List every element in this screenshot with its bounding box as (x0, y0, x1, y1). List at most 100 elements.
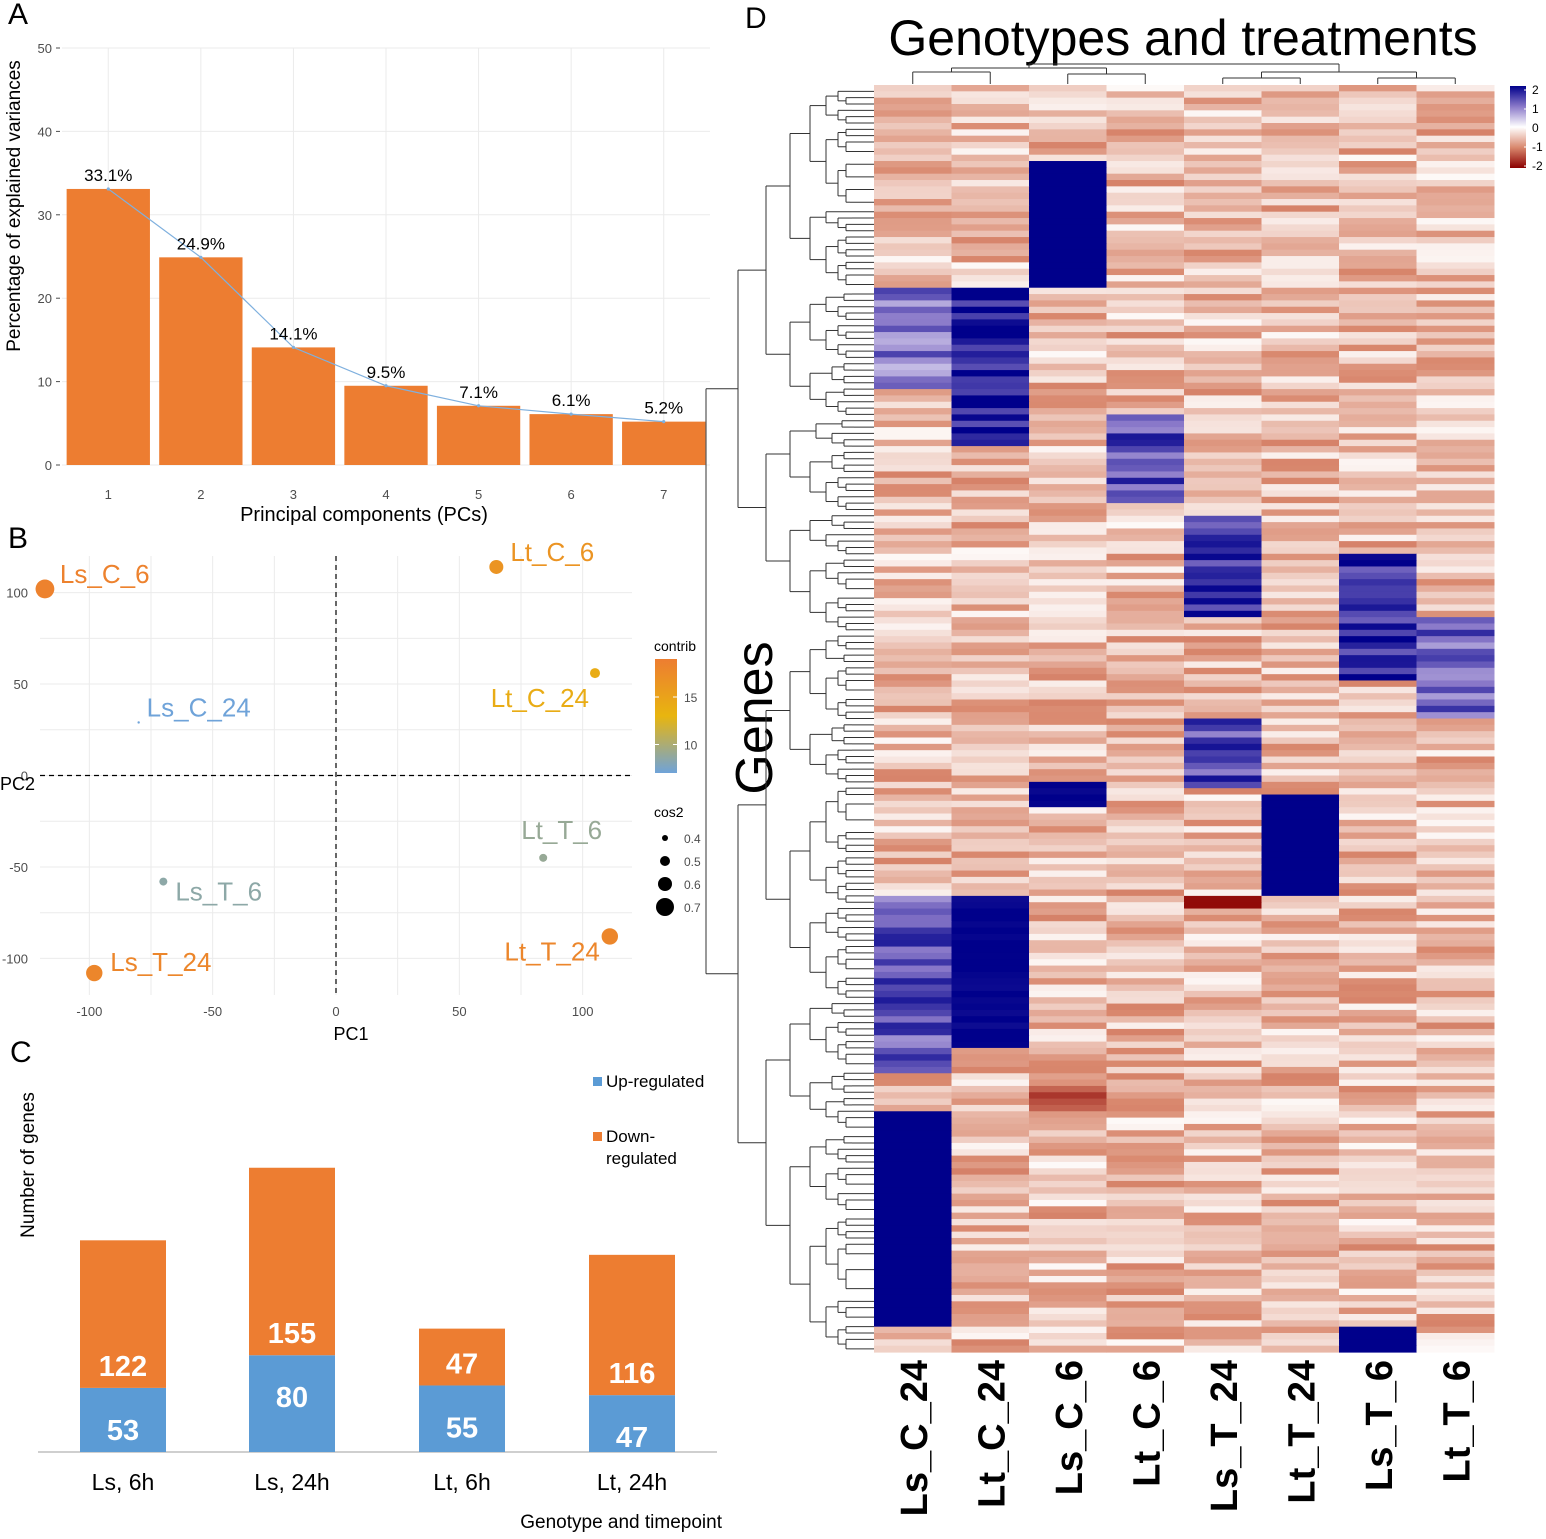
d-heatmap-cell (1106, 1206, 1185, 1214)
d-heatmap-cell (1261, 192, 1340, 200)
d-heatmap-cell (1029, 914, 1107, 922)
b-x-tick-label: 50 (452, 1004, 466, 1019)
d-heatmap-cell (951, 800, 1030, 808)
d-heatmap-cell (951, 446, 1030, 454)
d-heatmap-cell (1261, 1263, 1340, 1271)
d-heatmap-cell (1339, 1263, 1417, 1271)
d-heatmap-cell (951, 319, 1030, 327)
d-heatmap-cell (874, 85, 952, 92)
d-heatmap-cell (1416, 110, 1495, 118)
d-heatmap-cell (1261, 389, 1340, 397)
d-heatmap-cell (1106, 769, 1185, 777)
d-heatmap-cell (951, 566, 1030, 574)
d-heatmap-cell (1261, 1256, 1340, 1264)
d-heatmap-cell (1339, 547, 1417, 555)
d-heatmap-cell (874, 211, 952, 219)
d-heatmap-cell (874, 275, 952, 282)
d-heatmap-cell (874, 718, 952, 726)
d-heatmap-cell (874, 230, 952, 238)
d-heatmap-cell (1339, 528, 1417, 536)
d-heatmap-cell (951, 313, 1030, 320)
d-heatmap-cell (874, 376, 952, 384)
d-heatmap-cell (1416, 477, 1495, 485)
d-heatmap-cell (1416, 1256, 1495, 1264)
d-heatmap-cell (1106, 1225, 1185, 1233)
d-heatmap-cell (1416, 408, 1495, 416)
d-heatmap-cell (1029, 376, 1107, 384)
d-heatmap-cell (1184, 509, 1262, 517)
d-heatmap-cell (874, 712, 952, 720)
d-heatmap-cell (951, 458, 1030, 466)
d-heatmap-cell (1339, 1003, 1417, 1011)
d-heatmap-cell (1029, 610, 1107, 618)
d-heatmap-cell (1261, 439, 1340, 447)
c-legend-label-up: Up-regulated (606, 1072, 704, 1091)
d-heatmap-cell (1106, 199, 1185, 206)
c-legend-swatch-down (593, 1132, 602, 1141)
d-heatmap-cell (1416, 224, 1495, 232)
d-heatmap-cell (874, 598, 952, 606)
d-heatmap-cell (1029, 585, 1107, 593)
d-heatmap-cell (1261, 883, 1340, 891)
d-heatmap-cell (1261, 458, 1340, 466)
d-heatmap-cell (1106, 420, 1185, 428)
d-heatmap-cell (874, 148, 952, 156)
d-heatmap-cell (1184, 819, 1262, 827)
d-heatmap-cell (951, 325, 1030, 333)
d-heatmap-cell (1416, 180, 1495, 187)
b-x-tick-label: -50 (203, 1004, 222, 1019)
d-heatmap-cell (1416, 509, 1495, 517)
d-heatmap-cell (874, 686, 952, 694)
d-heatmap-cell (1339, 1104, 1417, 1112)
d-heatmap-cell (1184, 731, 1262, 739)
d-heatmap-cell (951, 376, 1030, 384)
d-heatmap-cell (1416, 338, 1495, 346)
d-heatmap-cell (1184, 674, 1262, 682)
d-heatmap-cell (1029, 1187, 1107, 1195)
d-heatmap-cell (874, 1035, 952, 1043)
d-heatmap-cell (1339, 940, 1417, 948)
d-heatmap-cell (1339, 338, 1417, 346)
d-heatmap-cell (1416, 1155, 1495, 1163)
d-heatmap-cell (951, 971, 1030, 979)
d-heatmap-cell (1339, 173, 1417, 181)
d-heatmap-cell (1261, 895, 1340, 903)
d-heatmap-cell (1184, 743, 1262, 751)
d-heatmap-cell (874, 788, 952, 796)
d-heatmap-cell (951, 1307, 1030, 1315)
d-heatmap-cell (1416, 281, 1495, 289)
d-heatmap-cell (951, 1079, 1030, 1087)
d-heatmap-cell (1416, 91, 1495, 99)
d-heatmap-cell (1261, 661, 1340, 669)
d-heatmap-cell (1261, 598, 1340, 606)
d-heatmap-cell (1416, 1339, 1495, 1347)
d-heatmap-cell (1416, 1237, 1495, 1245)
d-heatmap-cell (874, 1104, 952, 1112)
d-heatmap-cell (1416, 186, 1495, 194)
d-heatmap-cell (1184, 1003, 1262, 1011)
d-heatmap-cell (951, 674, 1030, 682)
d-heatmap-cell (951, 1155, 1030, 1163)
d-heatmap-cell (1339, 1073, 1417, 1081)
d-heatmap-cell (951, 1231, 1030, 1239)
d-heatmap-cell (1106, 921, 1185, 929)
d-heatmap-cell (1029, 490, 1107, 498)
d-heatmap-cell (1106, 655, 1185, 663)
d-heatmap-cell (1261, 452, 1340, 460)
d-heatmap-cell (1339, 1041, 1417, 1049)
d-heatmap-cell (951, 1301, 1030, 1309)
d-heatmap-cell (1029, 1168, 1107, 1176)
d-heatmap-cell (1029, 1022, 1107, 1030)
d-heatmap-cell (1106, 1009, 1185, 1017)
d-heatmap-cell (1261, 889, 1340, 897)
d-heatmap-cell (1184, 503, 1262, 511)
d-heatmap-cell (1261, 1073, 1340, 1081)
d-heatmap-cell (1339, 135, 1417, 143)
d-heatmap-cell (1106, 306, 1185, 314)
d-heatmap-cell (1029, 1009, 1107, 1017)
d-heatmap-cell (1416, 1307, 1495, 1315)
d-heatmap-cell (1184, 845, 1262, 853)
d-heatmap-cell (1261, 85, 1340, 92)
b-legend-cos2-dot (662, 835, 668, 841)
d-heatmap-cell (1339, 256, 1417, 263)
